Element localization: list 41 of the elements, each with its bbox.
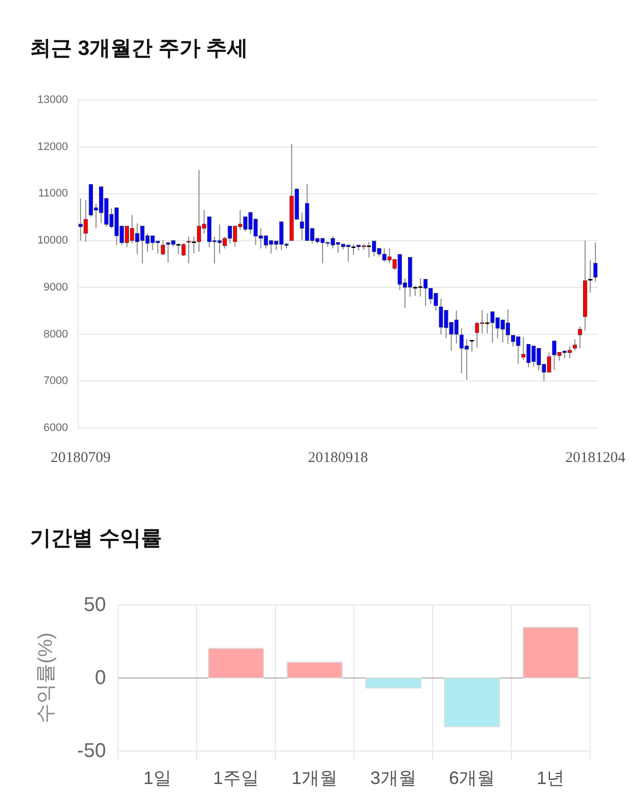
candlestick [181,242,186,257]
y-tick-label: 10000 [37,234,68,247]
candlestick [176,242,180,255]
candlestick [366,241,371,258]
x-tick-label: 20180918 [308,450,368,466]
y-axis-title: 수익률(%) [35,632,57,724]
candlestick [572,338,577,352]
x-tick-label: 20181204 [565,450,626,466]
x-tick-label: 1개월 [292,768,338,788]
chart-title: 기간별 수익률 [30,527,162,550]
y-tick-label: 0 [94,667,106,689]
y-tick-label: 7000 [44,375,68,388]
x-tick-label: 1년 [536,768,565,788]
candlestick [351,244,356,256]
x-tick-label: 1일 [143,768,172,788]
candlestick [593,242,598,282]
x-tick-label: 6개월 [448,768,496,788]
candlestick [160,240,166,256]
y-tick-label: 50 [84,594,106,616]
candlestick [485,312,490,334]
candlestick [186,236,191,264]
y-tick-label: 8000 [44,328,68,340]
bar [286,662,343,678]
y-tick-label: 12000 [37,140,68,153]
candlestick [470,340,474,352]
y-tick-label: 6000 [44,422,68,434]
bar [444,678,500,728]
chart-title: 최근 3개월간 주가 추세 [30,37,248,60]
y-tick-label: 9000 [44,281,68,294]
candlestick [192,236,196,254]
bar [365,678,422,688]
y-tick-label: -50 [77,740,106,762]
bar [208,648,264,678]
x-tick-label: 1주일 [212,768,260,788]
candlestick [588,259,592,294]
y-tick-label: 13000 [37,94,68,106]
x-tick-label: 20180709 [50,450,111,466]
bar [522,626,579,678]
candlestick [578,326,582,349]
x-tick-label: 3개월 [370,768,416,788]
y-tick-label: 11000 [38,188,68,200]
